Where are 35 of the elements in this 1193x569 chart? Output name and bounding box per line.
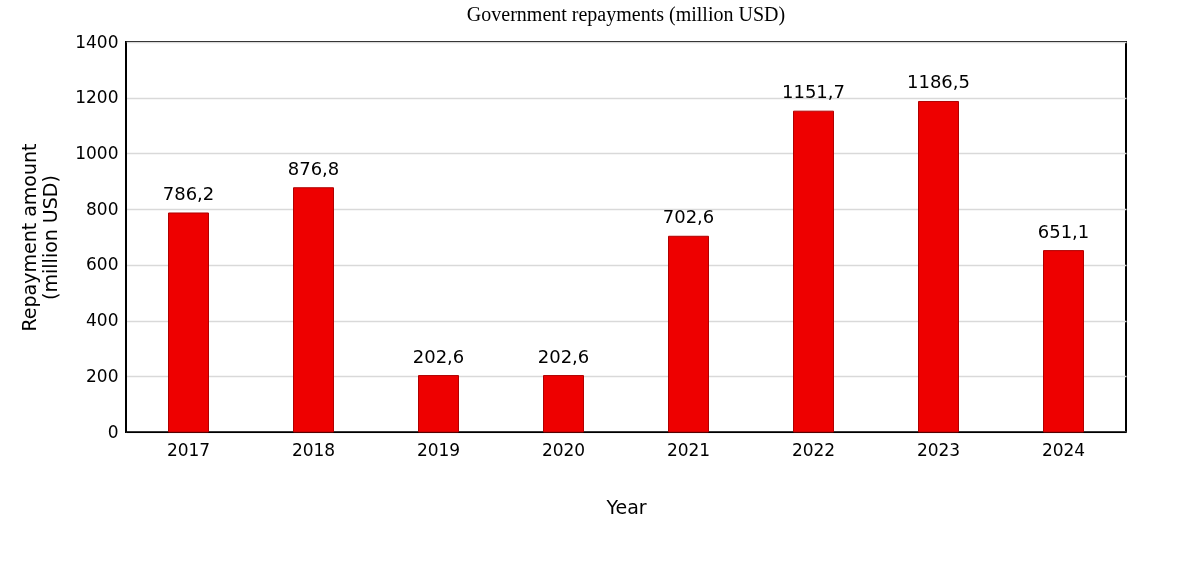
- x-tick-label: 2022: [791, 439, 836, 460]
- y-axis-title: Repayment amount (million USD): [18, 143, 62, 332]
- y-tick-label: 800: [86, 198, 119, 219]
- x-tick-label: 2018: [291, 439, 336, 460]
- x-tick-label: 2020: [541, 439, 586, 460]
- bar: [543, 375, 584, 433]
- chart-title: Government repayments (million USD): [466, 3, 786, 26]
- data-label: 202,6: [537, 345, 590, 367]
- bar: [168, 212, 209, 433]
- data-label: 1186,5: [907, 71, 970, 93]
- x-tick-label: 2021: [666, 439, 711, 460]
- bar: [918, 100, 959, 433]
- y-tick-label: 400: [86, 310, 119, 331]
- y-tick-label: 600: [86, 254, 119, 275]
- bar: [793, 110, 834, 433]
- data-label: 202,6: [412, 345, 465, 367]
- bar: [418, 375, 459, 433]
- data-label: 702,6: [662, 206, 715, 228]
- bar: [293, 187, 334, 433]
- x-axis-title: Year: [605, 495, 647, 518]
- data-label: 651,1: [1037, 220, 1090, 242]
- data-label: 1151,7: [782, 81, 845, 103]
- y-tick-label: 1000: [75, 142, 119, 163]
- x-tick-label: 2019: [416, 439, 461, 460]
- bar: [668, 235, 709, 433]
- x-tick-label: 2017: [166, 439, 211, 460]
- data-label: 786,2: [162, 182, 215, 204]
- x-tick-label: 2024: [1041, 439, 1086, 460]
- data-label: 876,8: [287, 157, 340, 179]
- y-tick-label: 200: [86, 365, 119, 386]
- x-tick-label: 2023: [916, 439, 961, 460]
- y-tick-label: 1200: [75, 87, 119, 108]
- bar: [1043, 250, 1084, 433]
- y-tick-label: 0: [107, 421, 119, 442]
- y-tick-label: 1400: [75, 31, 119, 52]
